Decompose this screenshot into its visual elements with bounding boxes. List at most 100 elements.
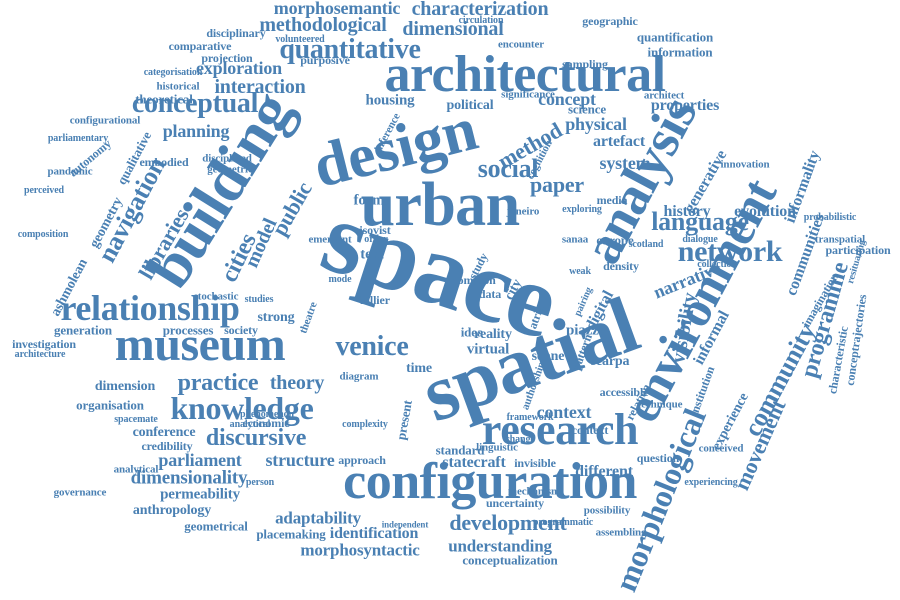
cloud-word: language <box>651 207 749 236</box>
cloud-word: approach <box>338 453 386 467</box>
cloud-word: configuration <box>343 453 637 510</box>
cloud-word: density <box>603 259 639 273</box>
cloud-word: architectural <box>384 46 666 103</box>
cloud-word: anthropology <box>132 503 212 518</box>
cloud-word: exploring <box>562 204 602 215</box>
cloud-word: permeability <box>160 486 240 503</box>
cloud-word: volunteered <box>275 34 325 45</box>
cloud-word: accessible <box>599 385 649 399</box>
cloud-word: idea <box>460 324 484 340</box>
cloud-word: conceived <box>698 442 744 455</box>
cloud-word: geometrical <box>184 518 248 534</box>
cloud-word: dimension <box>94 379 156 394</box>
cloud-word: significance <box>501 88 555 101</box>
cloud-word: soane <box>531 349 565 364</box>
cloud-word: data <box>478 287 502 301</box>
cloud-word: quantitative <box>279 34 421 65</box>
cloud-word: interaction <box>214 76 306 98</box>
cloud-word: theory <box>269 372 325 394</box>
cloud-word: probabilistic <box>803 212 857 223</box>
cloud-word: possibility <box>583 504 631 517</box>
cloud-word: organisation <box>76 397 144 413</box>
cloud-word: science <box>567 101 607 117</box>
cloud-word: projection <box>201 51 253 65</box>
cloud-word: information <box>647 44 713 60</box>
cloud-word: morphosyntactic <box>300 540 420 560</box>
cloud-word: stochastic <box>193 290 239 303</box>
cloud-word: parliamentary <box>47 133 109 144</box>
cloud-word: quantification <box>636 29 714 45</box>
cloud-word: analytical <box>229 419 271 430</box>
cloud-word: conceptualization <box>462 552 558 568</box>
cloud-word: order <box>364 234 388 245</box>
cloud-word: exploration <box>195 58 283 78</box>
cloud-word: mode <box>328 274 352 285</box>
cloud-word: virtual <box>466 341 510 358</box>
cloud-word: comparative <box>168 39 232 53</box>
cloud-word: dimensional <box>402 18 504 40</box>
cloud-word: reality <box>474 327 512 342</box>
cloud-word: change <box>505 434 535 445</box>
cloud-word: common <box>452 273 496 287</box>
cloud-word: linguistic <box>476 441 518 454</box>
cloud-word: economic <box>242 416 290 430</box>
cloud-word: scotland <box>628 239 664 250</box>
cloud-word: conference <box>132 425 196 440</box>
cloud-word: history <box>663 203 711 220</box>
cloud-word: pandemic <box>47 165 93 178</box>
cloud-word: question <box>636 451 680 465</box>
cloud-word: dialogue <box>682 234 718 245</box>
cloud-word: geographic <box>582 14 638 28</box>
cloud-word: public <box>266 177 317 240</box>
cloud-word: adaptability <box>275 508 361 528</box>
cloud-word: technique <box>637 398 683 411</box>
cloud-word: invisible <box>514 456 556 470</box>
cloud-word: dimensionality <box>130 467 248 489</box>
cloud-word: housing <box>365 92 415 109</box>
cloud-word: urban <box>360 171 520 239</box>
cloud-word: participation <box>825 243 891 257</box>
cloud-word: development <box>449 510 567 535</box>
cloud-word: programmatic <box>532 517 594 528</box>
cloud-word: social <box>477 154 539 183</box>
cloud-word: complexity <box>342 419 388 430</box>
cloud-word: experiencing <box>684 477 738 488</box>
cloud-word: uncertainty <box>485 496 545 510</box>
cloud-word: studies <box>244 294 274 305</box>
cloud-word: structure <box>265 450 335 470</box>
cloud-word: investigation <box>12 337 76 351</box>
cloud-word: planning <box>162 121 230 141</box>
cloud-word: collection <box>697 259 737 270</box>
cloud-word: concept <box>538 89 596 109</box>
cloud-word: methodological <box>259 14 387 36</box>
cloud-word: isovist <box>359 223 391 237</box>
cloud-word: identification <box>329 525 419 542</box>
cloud-word: embodied <box>139 155 189 169</box>
cloud-word: innovation <box>720 158 770 171</box>
cloud-word: architect <box>643 89 685 102</box>
cloud-word: categorisation <box>143 67 203 78</box>
cloud-word: historical <box>156 80 200 93</box>
cloud-word: research <box>481 405 639 454</box>
cloud-word: encounter <box>497 38 545 51</box>
cloud-word: sanaa <box>561 233 589 246</box>
cloud-word: relationship <box>60 288 240 328</box>
cloud-word: morphosemantic <box>273 0 401 18</box>
cloud-word: statecraft <box>442 454 506 471</box>
cloud-word: generation <box>54 322 112 338</box>
cloud-word: configurational <box>69 114 141 127</box>
cloud-word: strong <box>257 310 295 325</box>
cloud-word: context <box>571 423 609 437</box>
cloud-word: weak <box>569 266 591 277</box>
cloud-word: theatre <box>297 300 320 336</box>
cloud-word: context <box>536 402 592 422</box>
cloud-word: disciplinary <box>206 26 266 40</box>
cloud-word: piazza <box>566 322 606 339</box>
cloud-word: physical <box>565 114 627 134</box>
cloud-word: discursive <box>205 425 307 451</box>
cloud-word: independent <box>381 519 429 530</box>
cloud-word: different <box>575 463 633 480</box>
cloud-word: theoretical <box>135 91 193 107</box>
cloud-word: purposive <box>300 53 350 67</box>
cloud-word: practice <box>177 370 259 396</box>
